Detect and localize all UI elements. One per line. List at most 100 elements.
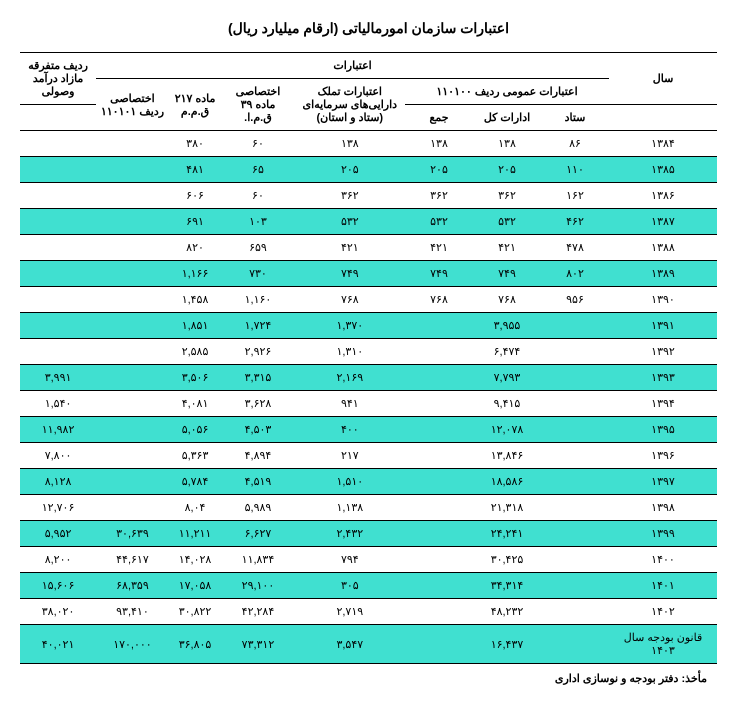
table-cell: قانون بودجه سال ۱۴۰۳ xyxy=(609,625,717,664)
table-row: ۱۴۰۲۴۸,۲۳۲۲,۷۱۹۴۲,۲۸۴۳۰,۸۲۲۹۳,۴۱۰۳۸,۰۲۰ xyxy=(20,599,717,625)
table-cell: ۶۵۹ xyxy=(221,235,294,261)
table-cell xyxy=(96,443,169,469)
table-cell: ۱,۱۳۸ xyxy=(295,495,405,521)
table-cell: ۱۳۹۷ xyxy=(609,469,717,495)
table-cell xyxy=(405,313,473,339)
header-year: سال xyxy=(609,53,717,105)
table-row: قانون بودجه سال ۱۴۰۳۱۶,۴۳۷۳,۵۴۷۷۳,۳۱۲۳۶,… xyxy=(20,625,717,664)
table-cell: ۲۱,۳۱۸ xyxy=(473,495,541,521)
table-cell: ۲,۴۳۲ xyxy=(295,521,405,547)
table-cell xyxy=(405,599,473,625)
table-row: ۱۳۸۵۱۱۰۲۰۵۲۰۵۲۰۵۶۵۴۸۱ xyxy=(20,157,717,183)
table-cell xyxy=(20,235,96,261)
table-cell xyxy=(96,183,169,209)
table-cell: ۲۹,۱۰۰ xyxy=(221,573,294,599)
table-cell: ۱۳۹۴ xyxy=(609,391,717,417)
header-jam: جمع xyxy=(405,105,473,131)
table-row: ۱۳۹۴ ۹,۴۱۵ ۹۴۱۳,۶۲۸۴,۰۸۱ ۱,۵۴۰ xyxy=(20,391,717,417)
table-cell xyxy=(96,339,169,365)
table-cell: ۱,۱۶۰ xyxy=(221,287,294,313)
table-cell: ۷,۷۹۳ xyxy=(473,365,541,391)
table-cell: ۳,۹۵۵ xyxy=(473,313,541,339)
table-cell: ۵,۷۸۴ xyxy=(169,469,222,495)
table-cell: ۲,۵۸۵ xyxy=(169,339,222,365)
table-cell xyxy=(541,495,609,521)
table-cell: ۱۲,۰۷۸ xyxy=(473,417,541,443)
table-cell: ۳۴,۳۱۴ xyxy=(473,573,541,599)
table-cell: ۴۲۱ xyxy=(405,235,473,261)
table-cell xyxy=(20,157,96,183)
table-cell: ۴۰۰ xyxy=(295,417,405,443)
table-cell: ۱۶۲ xyxy=(541,183,609,209)
table-cell: ۴,۵۰۳ xyxy=(221,417,294,443)
table-cell: ۶۰ xyxy=(221,183,294,209)
budget-table: سال اعتبارات ردیف متفرقه مازاد درآمد وصو… xyxy=(20,52,717,664)
table-cell: ۳۰,۸۲۲ xyxy=(169,599,222,625)
table-cell: ۹,۴۱۵ xyxy=(473,391,541,417)
table-cell: ۱۳,۸۴۶ xyxy=(473,443,541,469)
table-cell: ۳۶,۸۰۵ xyxy=(169,625,222,664)
table-cell xyxy=(96,131,169,157)
table-cell: ۴۴,۶۱۷ xyxy=(96,547,169,573)
table-cell: ۴,۰۸۱ xyxy=(169,391,222,417)
table-cell: ۱۳۸۹ xyxy=(609,261,717,287)
table-cell xyxy=(541,417,609,443)
table-cell: ۴۸۱ xyxy=(169,157,222,183)
table-cell: ۵,۰۵۶ xyxy=(169,417,222,443)
table-cell: ۷۹۴ xyxy=(295,547,405,573)
table-cell: ۲,۹۲۶ xyxy=(221,339,294,365)
table-cell: ۹۴۱ xyxy=(295,391,405,417)
table-row: ۱۳۹۶۱۳,۸۴۶۲۱۷۴,۸۹۴۵,۳۶۳۷,۸۰۰ xyxy=(20,443,717,469)
table-row: ۱۳۸۶۱۶۲۳۶۲۳۶۲۳۶۲۶۰۶۰۶ xyxy=(20,183,717,209)
table-row: ۱۳۹۵۱۲,۰۷۸۴۰۰۴,۵۰۳۵,۰۵۶۱۱,۹۸۲ xyxy=(20,417,717,443)
table-cell xyxy=(20,339,96,365)
table-cell: ۳,۶۲۸ xyxy=(221,391,294,417)
table-row: ۱۳۹۷۱۸,۵۸۶۱,۵۱۰۴,۵۱۹۵,۷۸۴۸,۱۲۸ xyxy=(20,469,717,495)
table-cell: ۱۴۰۲ xyxy=(609,599,717,625)
table-cell: ۱,۸۵۱ xyxy=(169,313,222,339)
table-cell: ۱۱,۲۱۱ xyxy=(169,521,222,547)
table-cell: ۱,۳۷۰ xyxy=(295,313,405,339)
table-cell: ۹۵۶ xyxy=(541,287,609,313)
table-cell: ۴۶۲ xyxy=(541,209,609,235)
table-cell: ۵,۳۶۳ xyxy=(169,443,222,469)
table-cell: ۱,۷۲۴ xyxy=(221,313,294,339)
table-cell xyxy=(96,261,169,287)
table-row: ۱۳۸۸۴۷۸۴۲۱۴۲۱۴۲۱۶۵۹۸۲۰ xyxy=(20,235,717,261)
table-cell: ۳,۳۱۵ xyxy=(221,365,294,391)
table-cell: ۳۶۲ xyxy=(405,183,473,209)
header-special39: اختصاصی ماده ۳۹ ق.م.ا. xyxy=(221,79,294,131)
table-cell: ۱۳۸۸ xyxy=(609,235,717,261)
table-cell xyxy=(541,339,609,365)
table-cell: ۳۸۰ xyxy=(169,131,222,157)
table-cell: ۷۴۹ xyxy=(295,261,405,287)
table-cell: ۸۰۲ xyxy=(541,261,609,287)
table-cell: ۷۳۰ xyxy=(221,261,294,287)
table-cell: ۲۱۷ xyxy=(295,443,405,469)
table-cell: ۴۷۸ xyxy=(541,235,609,261)
header-edarat: ادارات کل xyxy=(473,105,541,131)
table-cell: ۹۳,۴۱۰ xyxy=(96,599,169,625)
table-cell xyxy=(405,625,473,664)
table-cell xyxy=(96,235,169,261)
table-cell xyxy=(541,365,609,391)
table-cell: ۱۳۸ xyxy=(473,131,541,157)
table-cell: ۱۳۹۹ xyxy=(609,521,717,547)
header-special-row: اختصاصی ردیف ۱۱۰۱۰۱ xyxy=(96,79,169,131)
table-cell: ۳۸,۰۲۰ xyxy=(20,599,96,625)
table-cell: ۱۳۹۵ xyxy=(609,417,717,443)
table-cell: ۲۰۵ xyxy=(405,157,473,183)
table-cell: ۶۵ xyxy=(221,157,294,183)
table-cell: ۷۴۹ xyxy=(473,261,541,287)
table-cell: ۱,۵۴۰ xyxy=(20,391,96,417)
table-cell: ۱۵,۶۰۶ xyxy=(20,573,96,599)
table-cell: ۵۳۲ xyxy=(473,209,541,235)
table-cell: ۳۶۲ xyxy=(295,183,405,209)
table-cell xyxy=(405,391,473,417)
table-row: ۱۳۹۸۲۱,۳۱۸۱,۱۳۸۵,۹۸۹۸,۰۴۱۲,۷۰۶ xyxy=(20,495,717,521)
table-cell xyxy=(405,469,473,495)
table-cell xyxy=(96,365,169,391)
table-cell: ۵,۹۵۲ xyxy=(20,521,96,547)
table-cell xyxy=(20,313,96,339)
header-setad: ستاد xyxy=(541,105,609,131)
